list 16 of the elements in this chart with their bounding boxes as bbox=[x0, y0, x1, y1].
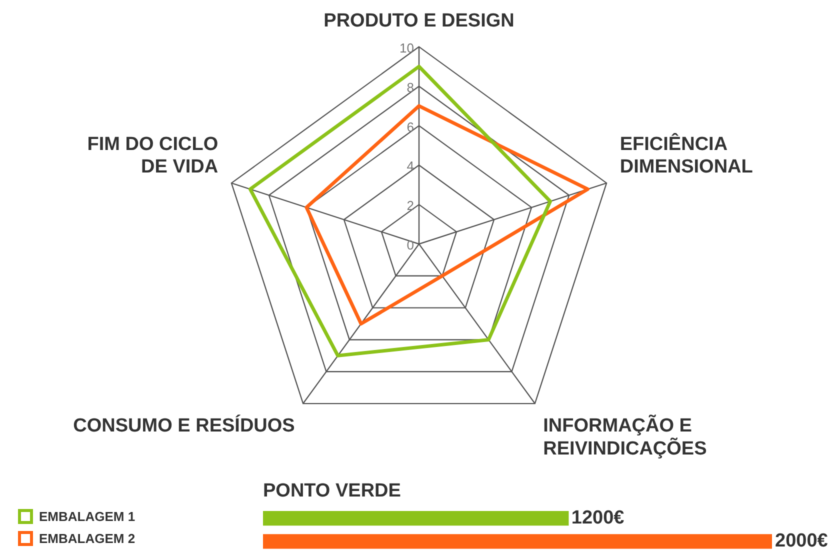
y-tick-label: 2 bbox=[406, 198, 414, 214]
spoke-label: INFORMAÇÃO E REIVINDICAÇÕES bbox=[543, 414, 707, 460]
chart-title: PONTO VERDE bbox=[263, 480, 401, 502]
data-label: 1200€ bbox=[571, 508, 625, 529]
y-tick-label: 6 bbox=[406, 119, 414, 134]
legend-label: EMBALAGEM 2 bbox=[39, 530, 136, 546]
spoke-label: FIM DO CICLO DE VIDA bbox=[87, 134, 218, 178]
spoke-label: CONSUMO E RESÍDUOS bbox=[73, 414, 295, 436]
y-tick-label: 4 bbox=[406, 158, 414, 174]
y-tick-label: 10 bbox=[400, 40, 414, 56]
legend-label: EMBALAGEM 1 bbox=[39, 508, 136, 524]
spoke-label: PRODUTO E DESIGN bbox=[324, 10, 514, 32]
y-tick-label: 0 bbox=[406, 238, 414, 253]
spoke-label: EFICIÊNCIA DIMENSIONAL bbox=[620, 132, 754, 178]
data-label: 2000€ bbox=[775, 530, 828, 552]
y-tick-label: 8 bbox=[406, 80, 414, 95]
